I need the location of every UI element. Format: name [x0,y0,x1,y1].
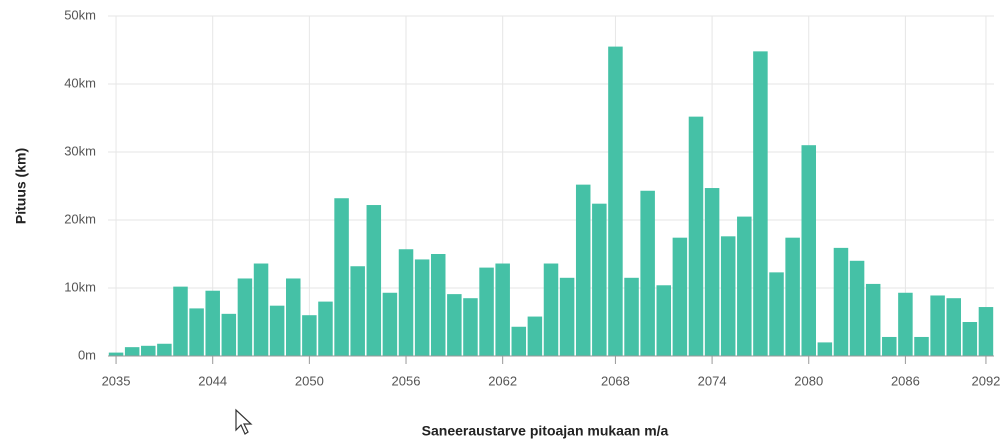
bar [366,205,382,356]
bar [624,277,639,356]
bar [978,307,994,356]
x-tick-label: 2035 [102,373,131,388]
x-tick-label: 2044 [198,373,227,388]
bar [350,266,365,356]
x-tick-label: 2050 [295,373,324,388]
y-axis-title: Pituus (km) [13,148,29,224]
bar [946,298,961,356]
x-tick-label: 2062 [488,373,517,388]
bar [318,301,333,356]
bar [543,263,559,356]
bar [173,286,188,356]
bar [334,198,349,356]
bar [253,263,269,356]
bar [302,315,317,356]
bar [237,278,253,356]
bar [833,247,849,356]
bar [656,285,672,356]
bar [914,336,929,356]
x-tick-label: 2080 [794,373,823,388]
bar [865,283,881,356]
bar [785,237,800,356]
y-tick-label: 40km [64,75,96,90]
bar [849,260,865,356]
mouse-cursor [235,408,253,435]
bar [898,292,913,356]
bar [205,290,220,356]
bar [511,326,527,356]
y-tick-label: 50km [64,7,96,22]
x-tick-label: 2092 [971,373,1000,388]
bar [527,316,543,356]
bar [672,237,688,356]
bar [688,116,704,356]
bar [430,254,446,356]
bar [737,216,752,356]
bar [221,313,237,356]
bar [930,295,945,356]
bar [479,267,494,356]
bar [704,188,720,356]
bar [189,308,204,356]
bar [882,336,897,356]
y-tick-label: 10km [64,279,96,294]
y-tick-label: 0m [78,347,96,362]
y-tick-label: 20km [64,211,96,226]
x-tick-label: 2074 [698,373,727,388]
bar [398,249,414,356]
x-tick-label: 2068 [601,373,630,388]
bar [414,259,430,356]
bar [559,277,575,356]
bar [286,278,301,356]
bar [495,263,510,356]
bar [463,298,478,356]
bar [592,203,607,356]
bar [817,342,833,356]
bar [640,190,655,356]
bar [720,236,736,356]
bar [769,272,784,356]
bar [962,322,978,356]
bar [608,46,623,356]
bar [753,51,768,357]
bar [141,345,156,356]
bar [269,305,285,356]
bar [801,145,816,356]
bar [157,343,172,356]
bar [124,347,140,356]
bar [447,294,462,356]
bar [382,292,398,356]
x-axis-title: Saneeraustarve pitoajan mukaan m/a [422,423,669,439]
bar [575,184,591,356]
x-tick-label: 2086 [891,373,920,388]
bar [108,352,124,356]
x-tick-label: 2056 [392,373,421,388]
y-tick-label: 30km [64,143,96,158]
